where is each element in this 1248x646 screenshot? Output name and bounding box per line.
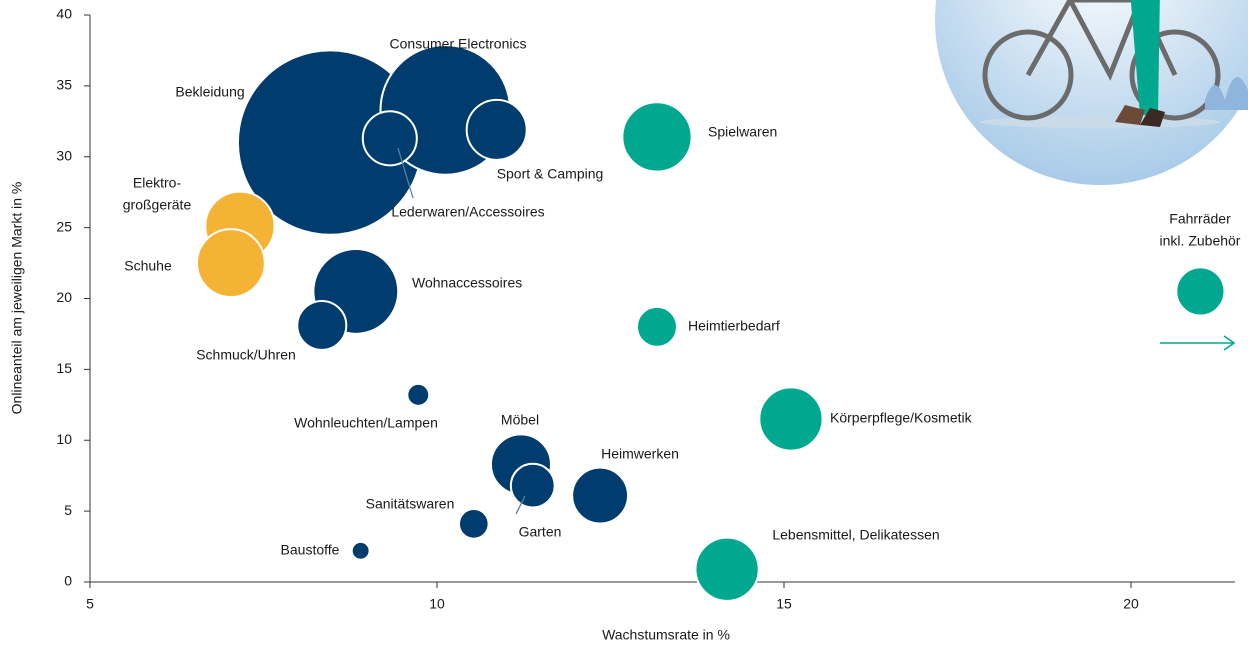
bubble: [622, 102, 691, 171]
y-axis-title: Onlineanteil am jeweiligen Markt in %: [9, 182, 25, 415]
bubble: [511, 464, 555, 508]
bubble-label: Lederwaren/Accessoires: [391, 204, 544, 220]
x-tick-label: 20: [1123, 596, 1139, 612]
bubble-label: Consumer Electronics: [390, 36, 527, 52]
y-tick-label: 30: [56, 147, 72, 163]
y-tick-label: 40: [56, 6, 72, 22]
bubble: [197, 229, 265, 297]
bubble-label: inkl. Zubehör: [1160, 233, 1241, 249]
y-tick-label: 10: [56, 431, 72, 447]
bubble-label: Wohnleuchten/Lampen: [294, 415, 438, 431]
bubble-label: Bekleidung: [175, 84, 244, 100]
illustration: [935, 0, 1248, 185]
bubble-label: Körperpflege/Kosmetik: [830, 410, 973, 426]
bubble: [363, 111, 417, 165]
x-axis-title: Wachstumsrate in %: [602, 627, 730, 643]
bubble-label: Lebensmittel, Delikatessen: [772, 527, 939, 543]
y-tick-label: 0: [64, 573, 72, 589]
y-tick-label: 25: [56, 218, 72, 234]
bubble-label: Sanitätswaren: [366, 496, 455, 512]
bubble-label: Spielwaren: [708, 124, 777, 140]
bubble: [1176, 267, 1224, 315]
bubble-label: Baustoffe: [281, 542, 340, 558]
bubble-label: Heimtierbedarf: [688, 318, 780, 334]
bubble: [637, 307, 677, 347]
y-tick-label: 5: [64, 502, 72, 518]
bubble: [352, 542, 370, 560]
bubble-label: Elektro-: [133, 175, 182, 191]
bubble-label: Fahrräder: [1169, 211, 1231, 227]
bubble: [407, 384, 429, 406]
bubble-label: Sport & Camping: [497, 166, 604, 182]
x-tick-label: 5: [86, 596, 94, 612]
y-tick-label: 35: [56, 77, 72, 93]
fahrraeder-arrow: [1160, 336, 1234, 350]
x-tick-label: 10: [429, 596, 445, 612]
bubble: [759, 387, 822, 450]
bubble: [467, 100, 527, 160]
bubble-label: Wohnaccessoires: [412, 275, 522, 291]
chart: Wachstumsrate in % Onlineanteil am jewei…: [0, 0, 1248, 646]
y-tick-label: 15: [56, 360, 72, 376]
bubble-label: Heimwerken: [601, 446, 679, 462]
bubble: [459, 509, 489, 539]
y-tick-label: 20: [56, 289, 72, 305]
bubble-label: Schuhe: [124, 258, 172, 274]
x-tick-label: 15: [776, 596, 792, 612]
bubble-label: Schmuck/Uhren: [196, 347, 296, 363]
bubble: [695, 538, 758, 601]
bubble-label: Garten: [519, 524, 562, 540]
bubble-label: Möbel: [501, 412, 539, 428]
bubble-label: großgeräte: [123, 197, 192, 213]
bubble: [297, 301, 346, 350]
bubble: [572, 468, 628, 524]
